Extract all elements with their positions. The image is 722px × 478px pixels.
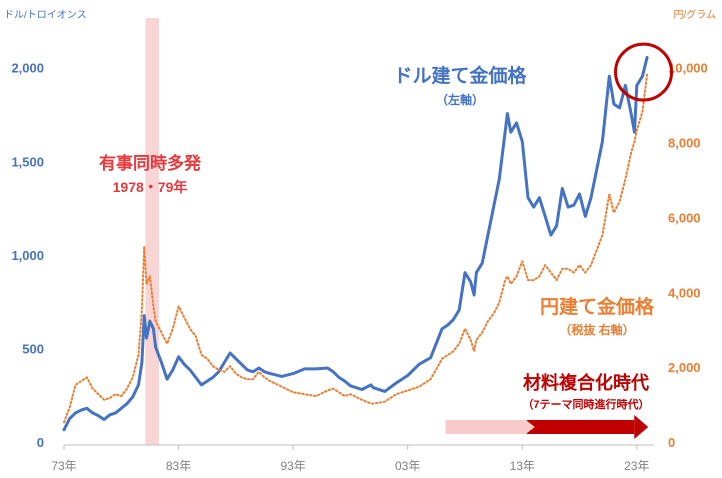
jpy-series-sublabel: （税抜 右軸）: [559, 322, 634, 337]
usd-series-sublabel: （左軸）: [436, 92, 484, 107]
x-tick-label: 83年: [166, 459, 191, 473]
crisis-annotation-title: 有事同時多発: [99, 153, 202, 173]
left-tick-label: 500: [22, 341, 44, 356]
era-arrow-light: [445, 420, 527, 434]
era-arrow-mid-notch: [525, 420, 535, 434]
era-arrow-dark: [526, 420, 635, 434]
left-tick-label: 1,500: [11, 154, 44, 169]
right-tick-label: 8,000: [668, 136, 701, 151]
left-tick-label: 0: [37, 435, 44, 450]
x-tick-label: 03年: [395, 459, 420, 473]
right-tick-label: 2,000: [668, 360, 701, 375]
left-tick-label: 2,000: [11, 61, 44, 76]
era-annotation-subtitle: （7テーマ同時進行時代）: [522, 397, 649, 411]
right-tick-label: 6,000: [668, 210, 701, 225]
jpy-series-label: 円建て金価格: [540, 295, 655, 318]
right-tick-label: 4,000: [668, 285, 701, 300]
x-tick-label: 73年: [51, 459, 76, 473]
x-tick-label: 23年: [624, 459, 649, 473]
usd-series-label: ドル建て金価格: [393, 64, 527, 87]
era-annotation-title: 材料複合化時代: [523, 372, 649, 393]
right-tick-label: 10,000: [668, 61, 708, 76]
peak-highlight-circle: [614, 42, 674, 102]
jpy-price-line: [63, 73, 649, 424]
left-tick-label: 1,000: [11, 248, 44, 263]
right-axis-unit: 円/グラム: [674, 8, 716, 21]
right-tick-label: 0: [668, 435, 675, 450]
x-tick-label: 13年: [510, 459, 535, 473]
left-axis-unit: ドル/トロイオンス: [4, 9, 87, 21]
x-tick-label: 93年: [280, 459, 305, 473]
era-arrow-head: [634, 415, 649, 439]
crisis-annotation-years: 1978・79年: [113, 179, 188, 195]
usd-price-line: [62, 55, 649, 432]
crisis-highlight-band: [145, 18, 160, 445]
